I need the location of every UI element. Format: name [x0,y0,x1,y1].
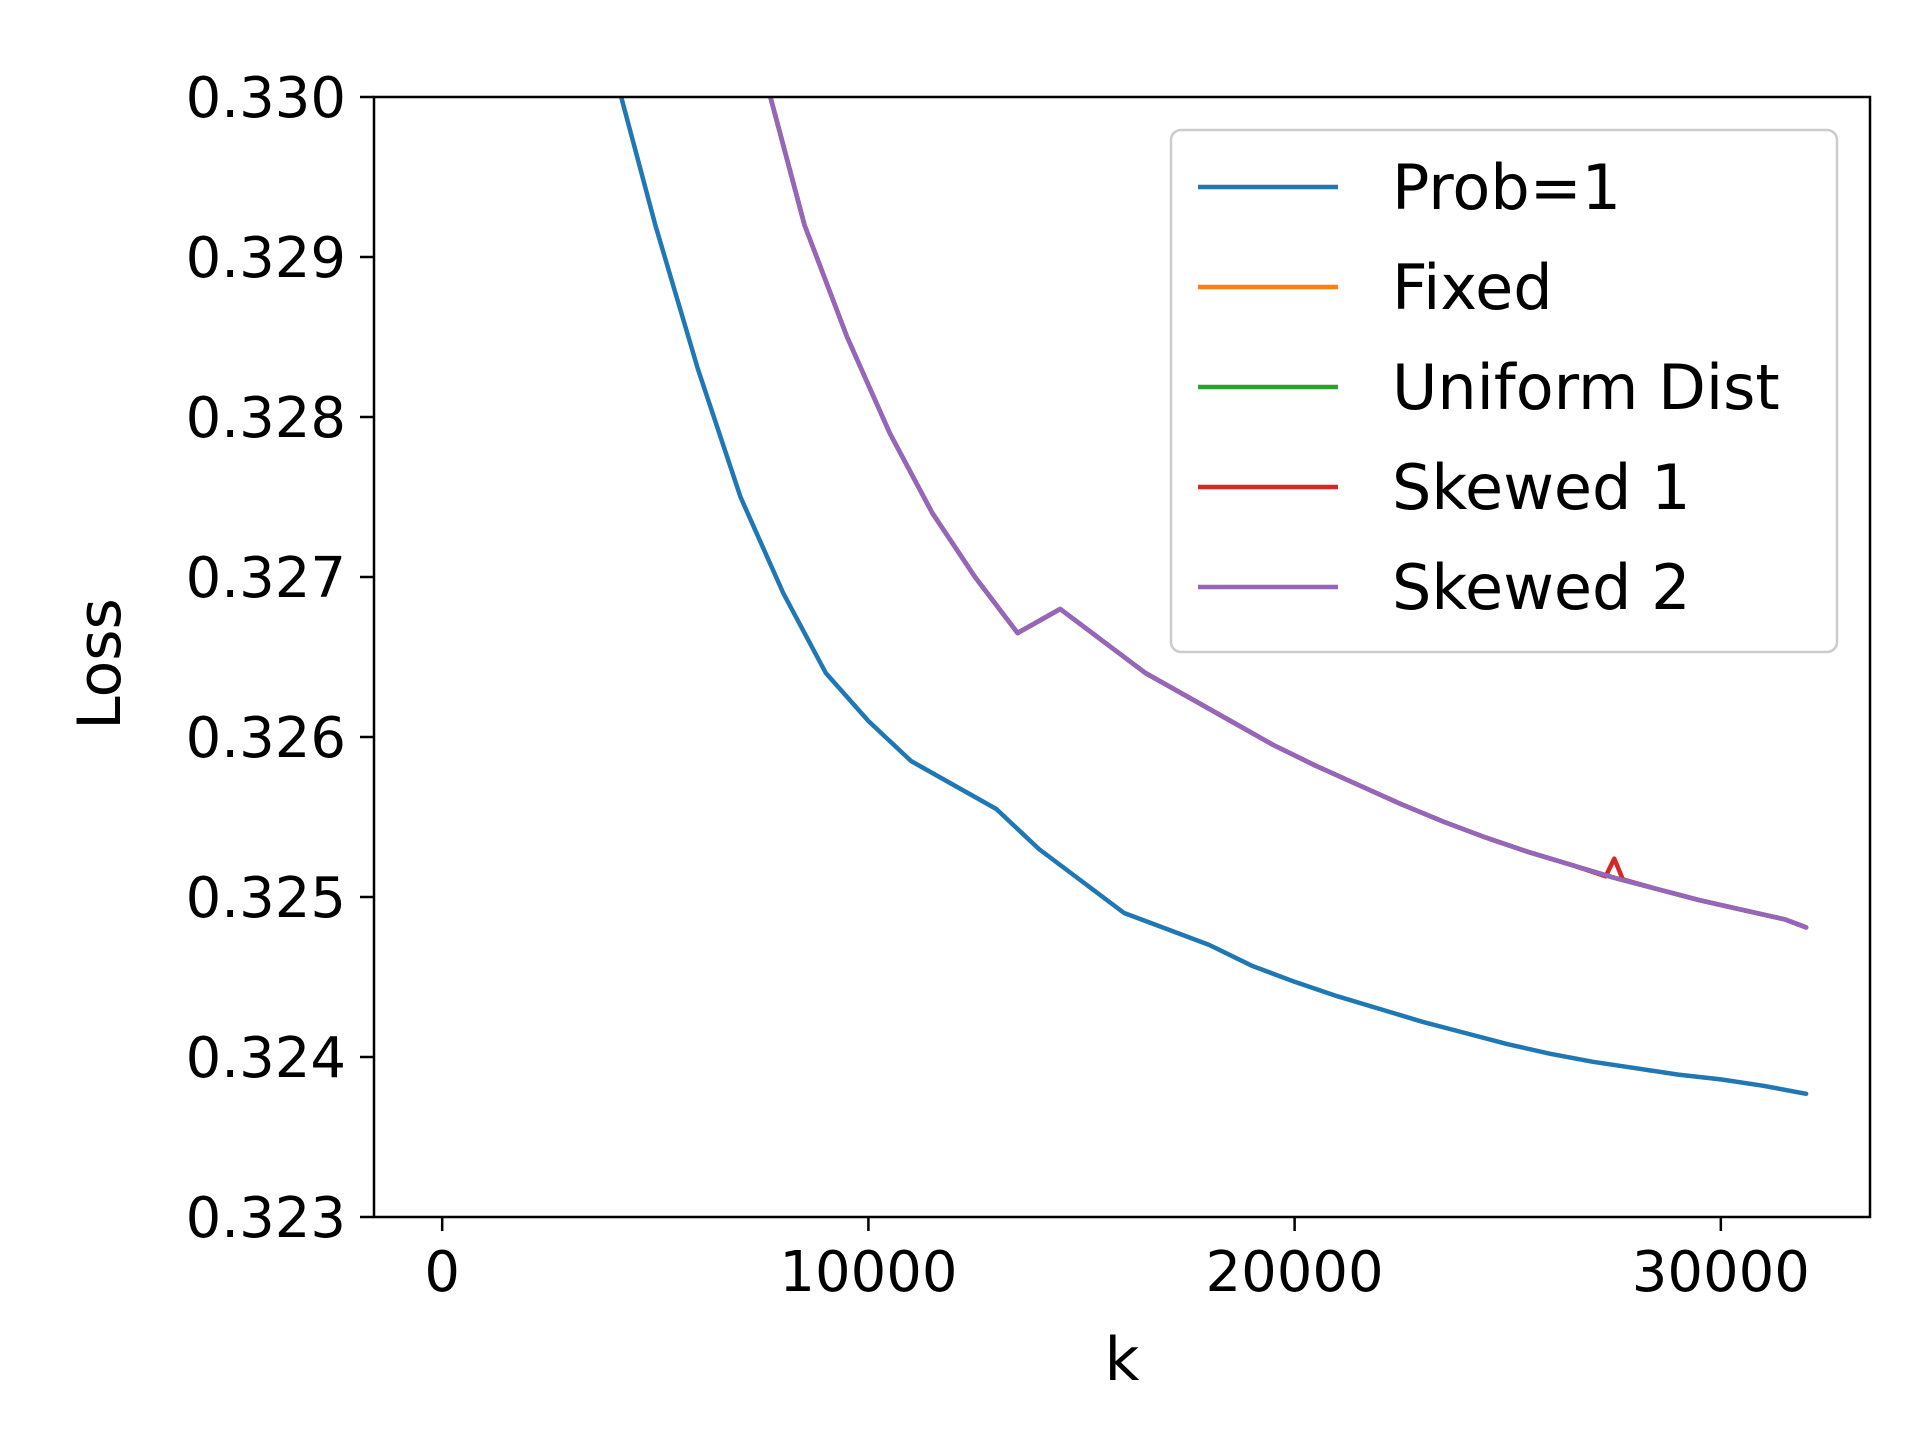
series-line-5 [768,97,1809,930]
y-tick-label: 0.327 [186,546,346,611]
legend-label-5: Skewed 2 [1392,551,1691,624]
legend-box [1169,128,1839,654]
series-layer [618,97,1809,1097]
y-tick-label: 0.329 [186,226,346,291]
x-tick-label: 20000 [1206,1240,1384,1305]
x-tick-label: 10000 [779,1240,957,1305]
y-tick-label: 0.324 [186,1026,346,1091]
legend-label-4: Skewed 1 [1392,451,1691,524]
y-tick-label: 0.326 [186,706,346,771]
y-tick-label: 0.325 [186,866,346,931]
series-line-1 [618,97,1809,1097]
legend-label-3: Uniform Dist [1392,351,1780,424]
x-tick-label: 30000 [1632,1240,1810,1305]
y-tick-label: 0.323 [186,1186,346,1251]
y-axis-label: Loss [65,598,135,730]
legend: Prob=1 Fixed Uniform Dist Skewed 1 Skewed 2 [1169,128,1839,654]
y-tick-label: 0.328 [186,386,346,451]
legend-label-1: Prob=1 [1392,151,1621,224]
x-tick-label: 0 [424,1240,460,1305]
plot-frame [372,95,1872,1219]
x-axis-ticks: 0 10000 20000 30000 [424,1217,1810,1305]
legend-label-2: Fixed [1392,251,1553,324]
x-axis-label: k [1105,1325,1140,1395]
y-axis-ticks: 0.323 0.324 0.325 0.326 0.327 0.328 0.329 0.330 [186,66,374,1251]
y-tick-label: 0.330 [186,66,346,131]
